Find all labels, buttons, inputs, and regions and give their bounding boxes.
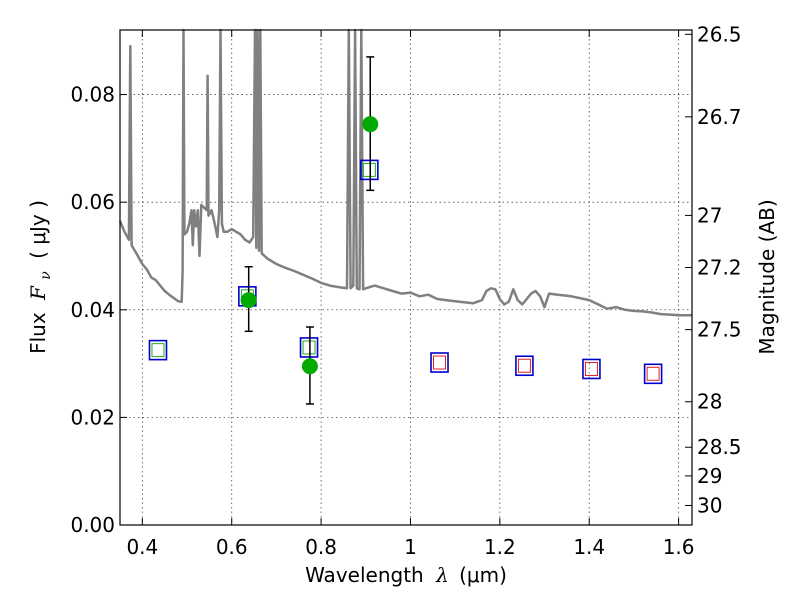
observed-flux-point	[240, 292, 257, 309]
y-tick-label: 0.08	[70, 83, 115, 107]
band-flux-inner-square	[362, 162, 376, 177]
y-tick-label: 0.02	[70, 405, 115, 429]
magnitude-tick-label: 26.5	[697, 22, 742, 46]
band-flux-square	[148, 339, 168, 361]
magnitude-axis-label: Magnitude (AB)	[755, 199, 779, 354]
x-tick-label: 0.6	[216, 535, 248, 559]
magnitude-tick-label: 29	[697, 464, 722, 488]
plot-frame	[119, 29, 693, 526]
band-flux-square	[299, 337, 319, 358]
y-tick-label: 0.00	[70, 513, 115, 537]
magnitude-tick-label: 26.7	[697, 105, 742, 129]
observed-flux-point	[362, 116, 379, 133]
magnitude-tick-label: 27	[697, 203, 722, 227]
x-ticks: 0.4 0.6 0.8 1 1.2 1.4 1.6	[126, 30, 695, 559]
band-flux-inner-square	[517, 358, 531, 373]
y-tick-label: 0.06	[70, 190, 115, 214]
magnitude-tick-label: 27.2	[697, 255, 742, 279]
grid-layer	[120, 30, 692, 526]
band-flux-square	[430, 352, 449, 373]
x-tick-label: 1.6	[663, 535, 695, 559]
observed-flux-point	[301, 358, 318, 375]
x-tick-label: 1.2	[484, 535, 516, 559]
band-flux-layer	[148, 159, 663, 385]
magnitude-ticks: 26.5 26.7 27 27.2 27.5 28 28.5 29 30	[685, 22, 742, 517]
x-tick-label: 0.4	[126, 535, 158, 559]
magnitude-tick-label: 28	[697, 390, 722, 414]
spectrum-layer	[118, 28, 692, 317]
y-tick-label: 0.04	[70, 298, 115, 322]
y-axis-label: Flux F ν ( μJy )	[26, 200, 55, 354]
magnitude-tick-label: 27.5	[697, 318, 742, 342]
band-flux-inner-square	[433, 355, 447, 370]
x-axis-label: Wavelength λ (μm)	[305, 563, 507, 587]
band-flux-inner-square	[584, 361, 598, 376]
x-tick-label: 1	[404, 535, 417, 559]
magnitude-tick-label: 28.5	[697, 435, 742, 459]
band-flux-square	[360, 159, 379, 181]
x-tick-label: 0.8	[305, 535, 337, 559]
x-tick-label: 1.4	[573, 535, 605, 559]
observed-layer	[240, 56, 379, 405]
band-flux-inner-square	[646, 366, 660, 381]
band-flux-square	[515, 355, 534, 377]
band-flux-square	[582, 358, 601, 380]
band-flux-inner-square	[302, 340, 316, 355]
y-ticks: 0.00 0.02 0.04 0.06 0.08	[70, 83, 127, 537]
magnitude-tick-label: 30	[697, 493, 722, 517]
band-flux-square	[643, 363, 663, 385]
model-spectrum-line	[118, 28, 692, 317]
band-flux-inner-square	[151, 343, 165, 358]
